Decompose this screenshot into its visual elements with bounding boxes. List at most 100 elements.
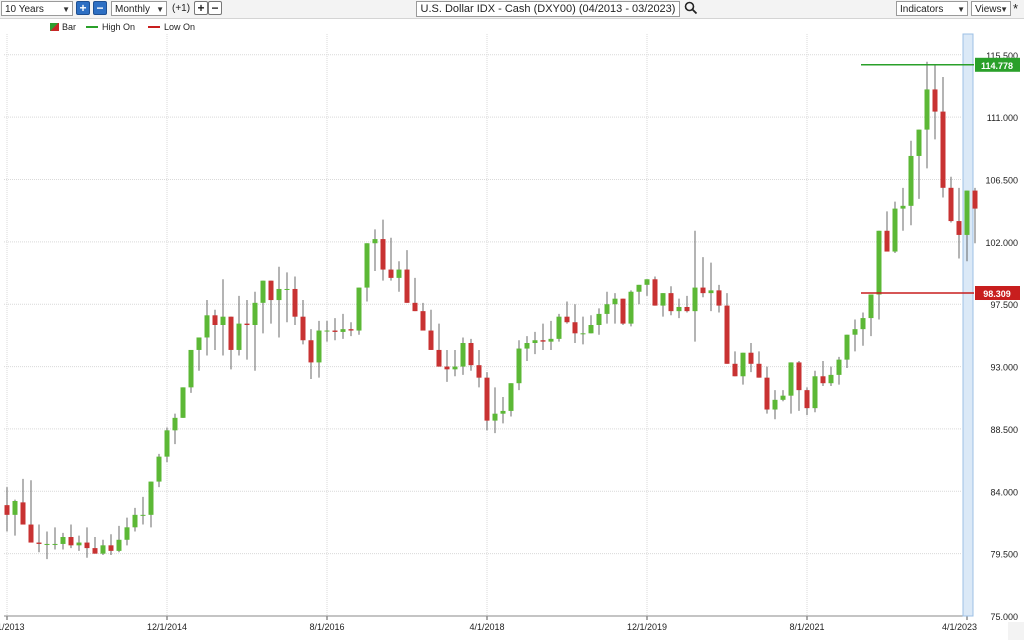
views-select[interactable]: Views ▼ [971, 1, 1011, 16]
legend-high-label: High On [102, 22, 136, 32]
candle-up [740, 352, 746, 377]
candle-up [76, 542, 82, 546]
candle-up [844, 334, 850, 360]
candle-up [452, 366, 458, 370]
candle-up [44, 543, 50, 545]
candle-up [924, 89, 930, 130]
candle-down [540, 340, 546, 342]
candle-up [676, 306, 682, 312]
candle-up [772, 399, 778, 410]
candle-down [388, 269, 394, 278]
legend-low-label: Low On [164, 22, 196, 32]
candle-down [476, 365, 482, 378]
candle-up [780, 395, 786, 400]
candle-up [556, 316, 562, 339]
candle-up [396, 269, 402, 278]
candle-down [756, 363, 762, 378]
candle-up [132, 514, 138, 528]
indicators-select[interactable]: Indicators ▼ [896, 1, 968, 16]
candle-up [372, 239, 378, 244]
candle-down [620, 298, 626, 324]
y-tick-label: 115.500 [986, 51, 1018, 61]
candle-up [604, 304, 610, 314]
y-tick-label: 84.000 [990, 487, 1018, 497]
candle-down [948, 187, 954, 222]
candle-up [252, 302, 258, 325]
candle-down [108, 545, 114, 551]
add-button[interactable]: + [194, 1, 208, 15]
x-tick-label: 4/1/2018 [469, 622, 504, 632]
candle-down [972, 190, 978, 209]
candle-up [852, 329, 858, 335]
candle-up [284, 288, 290, 290]
candle-down [724, 305, 730, 364]
symbol-title[interactable]: U.S. Dollar IDX - Cash (DXY00) (04/2013 … [416, 1, 680, 17]
x-tick-label: 8/1/2021 [789, 622, 824, 632]
candle-down [940, 111, 946, 188]
candle-down [716, 290, 722, 306]
x-tick-label: 4/1/2023 [942, 622, 977, 632]
candle-up [812, 376, 818, 409]
candle-down [308, 340, 314, 363]
remove-button[interactable]: − [208, 1, 222, 15]
candle-down [28, 524, 34, 543]
candle-up [524, 343, 530, 349]
candle-down [412, 302, 418, 312]
search-icon[interactable] [684, 1, 698, 15]
candle-up [460, 343, 466, 367]
x-tick-label: 12/1/2014 [147, 622, 187, 632]
candle-down [564, 316, 570, 323]
candle-down [484, 377, 490, 421]
offset-label[interactable]: (+1) [172, 3, 191, 14]
candle-down [20, 502, 26, 525]
candle-down [228, 316, 234, 350]
candle-up [644, 279, 650, 285]
candle-up [340, 329, 346, 332]
candle-up [188, 349, 194, 388]
high-marker-label: 114.778 [981, 61, 1013, 71]
x-tick-label: 4/1/2013 [0, 622, 25, 632]
candle-down [428, 330, 434, 350]
zoom-in-button[interactable]: + [76, 1, 90, 15]
legend-item-low: Low On [148, 21, 195, 33]
candle-up [140, 514, 146, 516]
candle-up [116, 539, 122, 551]
candle-down [292, 288, 298, 317]
candle-up [708, 290, 714, 294]
candle-up [220, 316, 226, 325]
candle-down [300, 316, 306, 341]
candle-up [892, 208, 898, 252]
toolbar: 10 Years ▼ + − Monthly ▼ (+1) + − U.S. D… [0, 0, 1024, 19]
candle-up [260, 280, 266, 303]
candle-up [836, 359, 842, 375]
candle-down [884, 230, 890, 252]
x-tick-label: 12/1/2019 [627, 622, 667, 632]
candle-down [92, 548, 98, 554]
candle-up [868, 294, 874, 319]
period-select[interactable]: 10 Years ▼ [1, 1, 73, 16]
high-line-swatch-icon [86, 26, 98, 28]
candle-up [900, 205, 906, 209]
candle-up [12, 500, 18, 515]
interval-select[interactable]: Monthly ▼ [111, 1, 167, 16]
candle-down [796, 362, 802, 391]
zoom-out-button[interactable]: − [93, 1, 107, 15]
legend-item-bar: Bar [50, 21, 76, 33]
legend-item-high: High On [86, 21, 135, 33]
candle-up [860, 318, 866, 330]
candle-up [172, 417, 178, 431]
candle-down [84, 542, 90, 549]
candle-down [700, 287, 706, 294]
candle-up [196, 337, 202, 350]
favorite-star-icon[interactable]: * [1013, 1, 1019, 16]
indicators-select-label: Indicators [900, 4, 944, 15]
candle-up [324, 330, 330, 332]
candle-up [580, 333, 586, 335]
candle-down [68, 537, 74, 546]
y-tick-label: 93.000 [990, 363, 1018, 373]
candle-down [436, 349, 442, 367]
candle-up [500, 410, 506, 414]
candle-up [908, 155, 914, 206]
candle-up [548, 338, 554, 342]
